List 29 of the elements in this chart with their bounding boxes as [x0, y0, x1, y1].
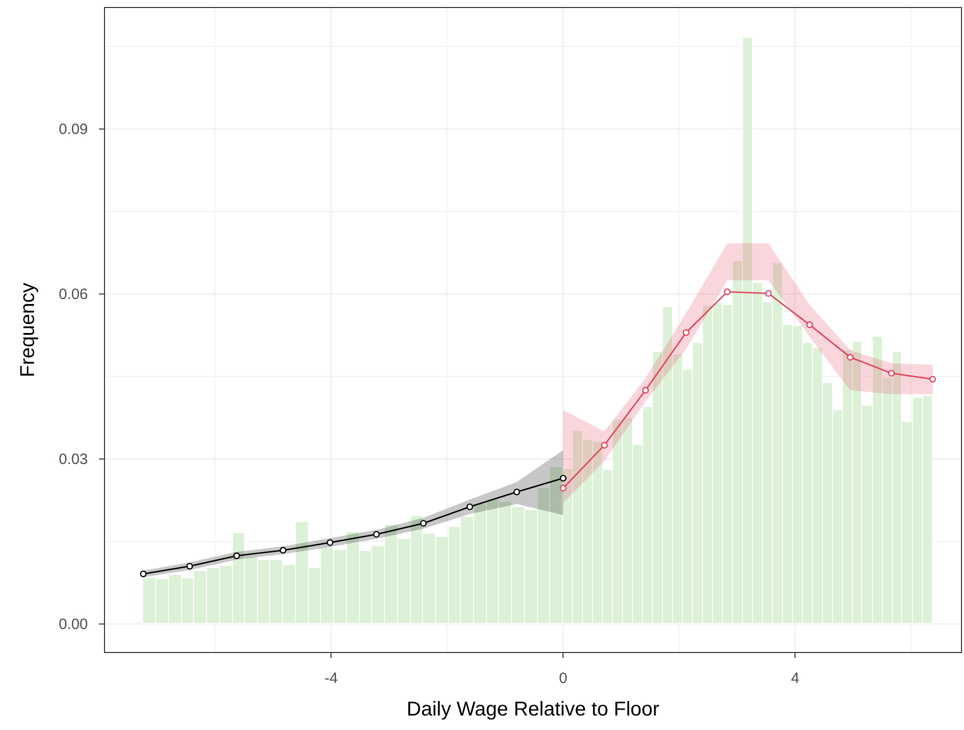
point	[233, 552, 240, 560]
point	[888, 370, 895, 377]
point	[140, 570, 147, 578]
point	[326, 539, 334, 546]
y-tick-label: 0.03	[58, 451, 88, 468]
point	[280, 546, 286, 554]
point	[600, 442, 608, 449]
point	[186, 562, 194, 570]
x-tick-label: 4	[790, 670, 800, 688]
x-tick-label: -4	[324, 670, 338, 688]
y-tick-label: 0.06	[58, 286, 88, 304]
point	[682, 329, 690, 336]
x-axis-title: Daily Wage Relative to Floor	[406, 698, 660, 721]
point	[466, 503, 474, 510]
point	[420, 520, 427, 527]
point	[642, 386, 649, 394]
point	[373, 530, 380, 538]
point	[846, 354, 854, 361]
y-axis-title: Frequency	[17, 282, 40, 378]
point	[765, 290, 772, 297]
point	[513, 488, 520, 496]
point	[929, 376, 936, 383]
point	[560, 474, 567, 482]
point	[806, 321, 813, 328]
x-tick-label: 0	[558, 670, 568, 688]
y-tick-label: 0.00	[58, 616, 88, 634]
y-tick-label: 0.09	[58, 121, 88, 138]
point	[724, 288, 731, 296]
point	[560, 484, 567, 492]
